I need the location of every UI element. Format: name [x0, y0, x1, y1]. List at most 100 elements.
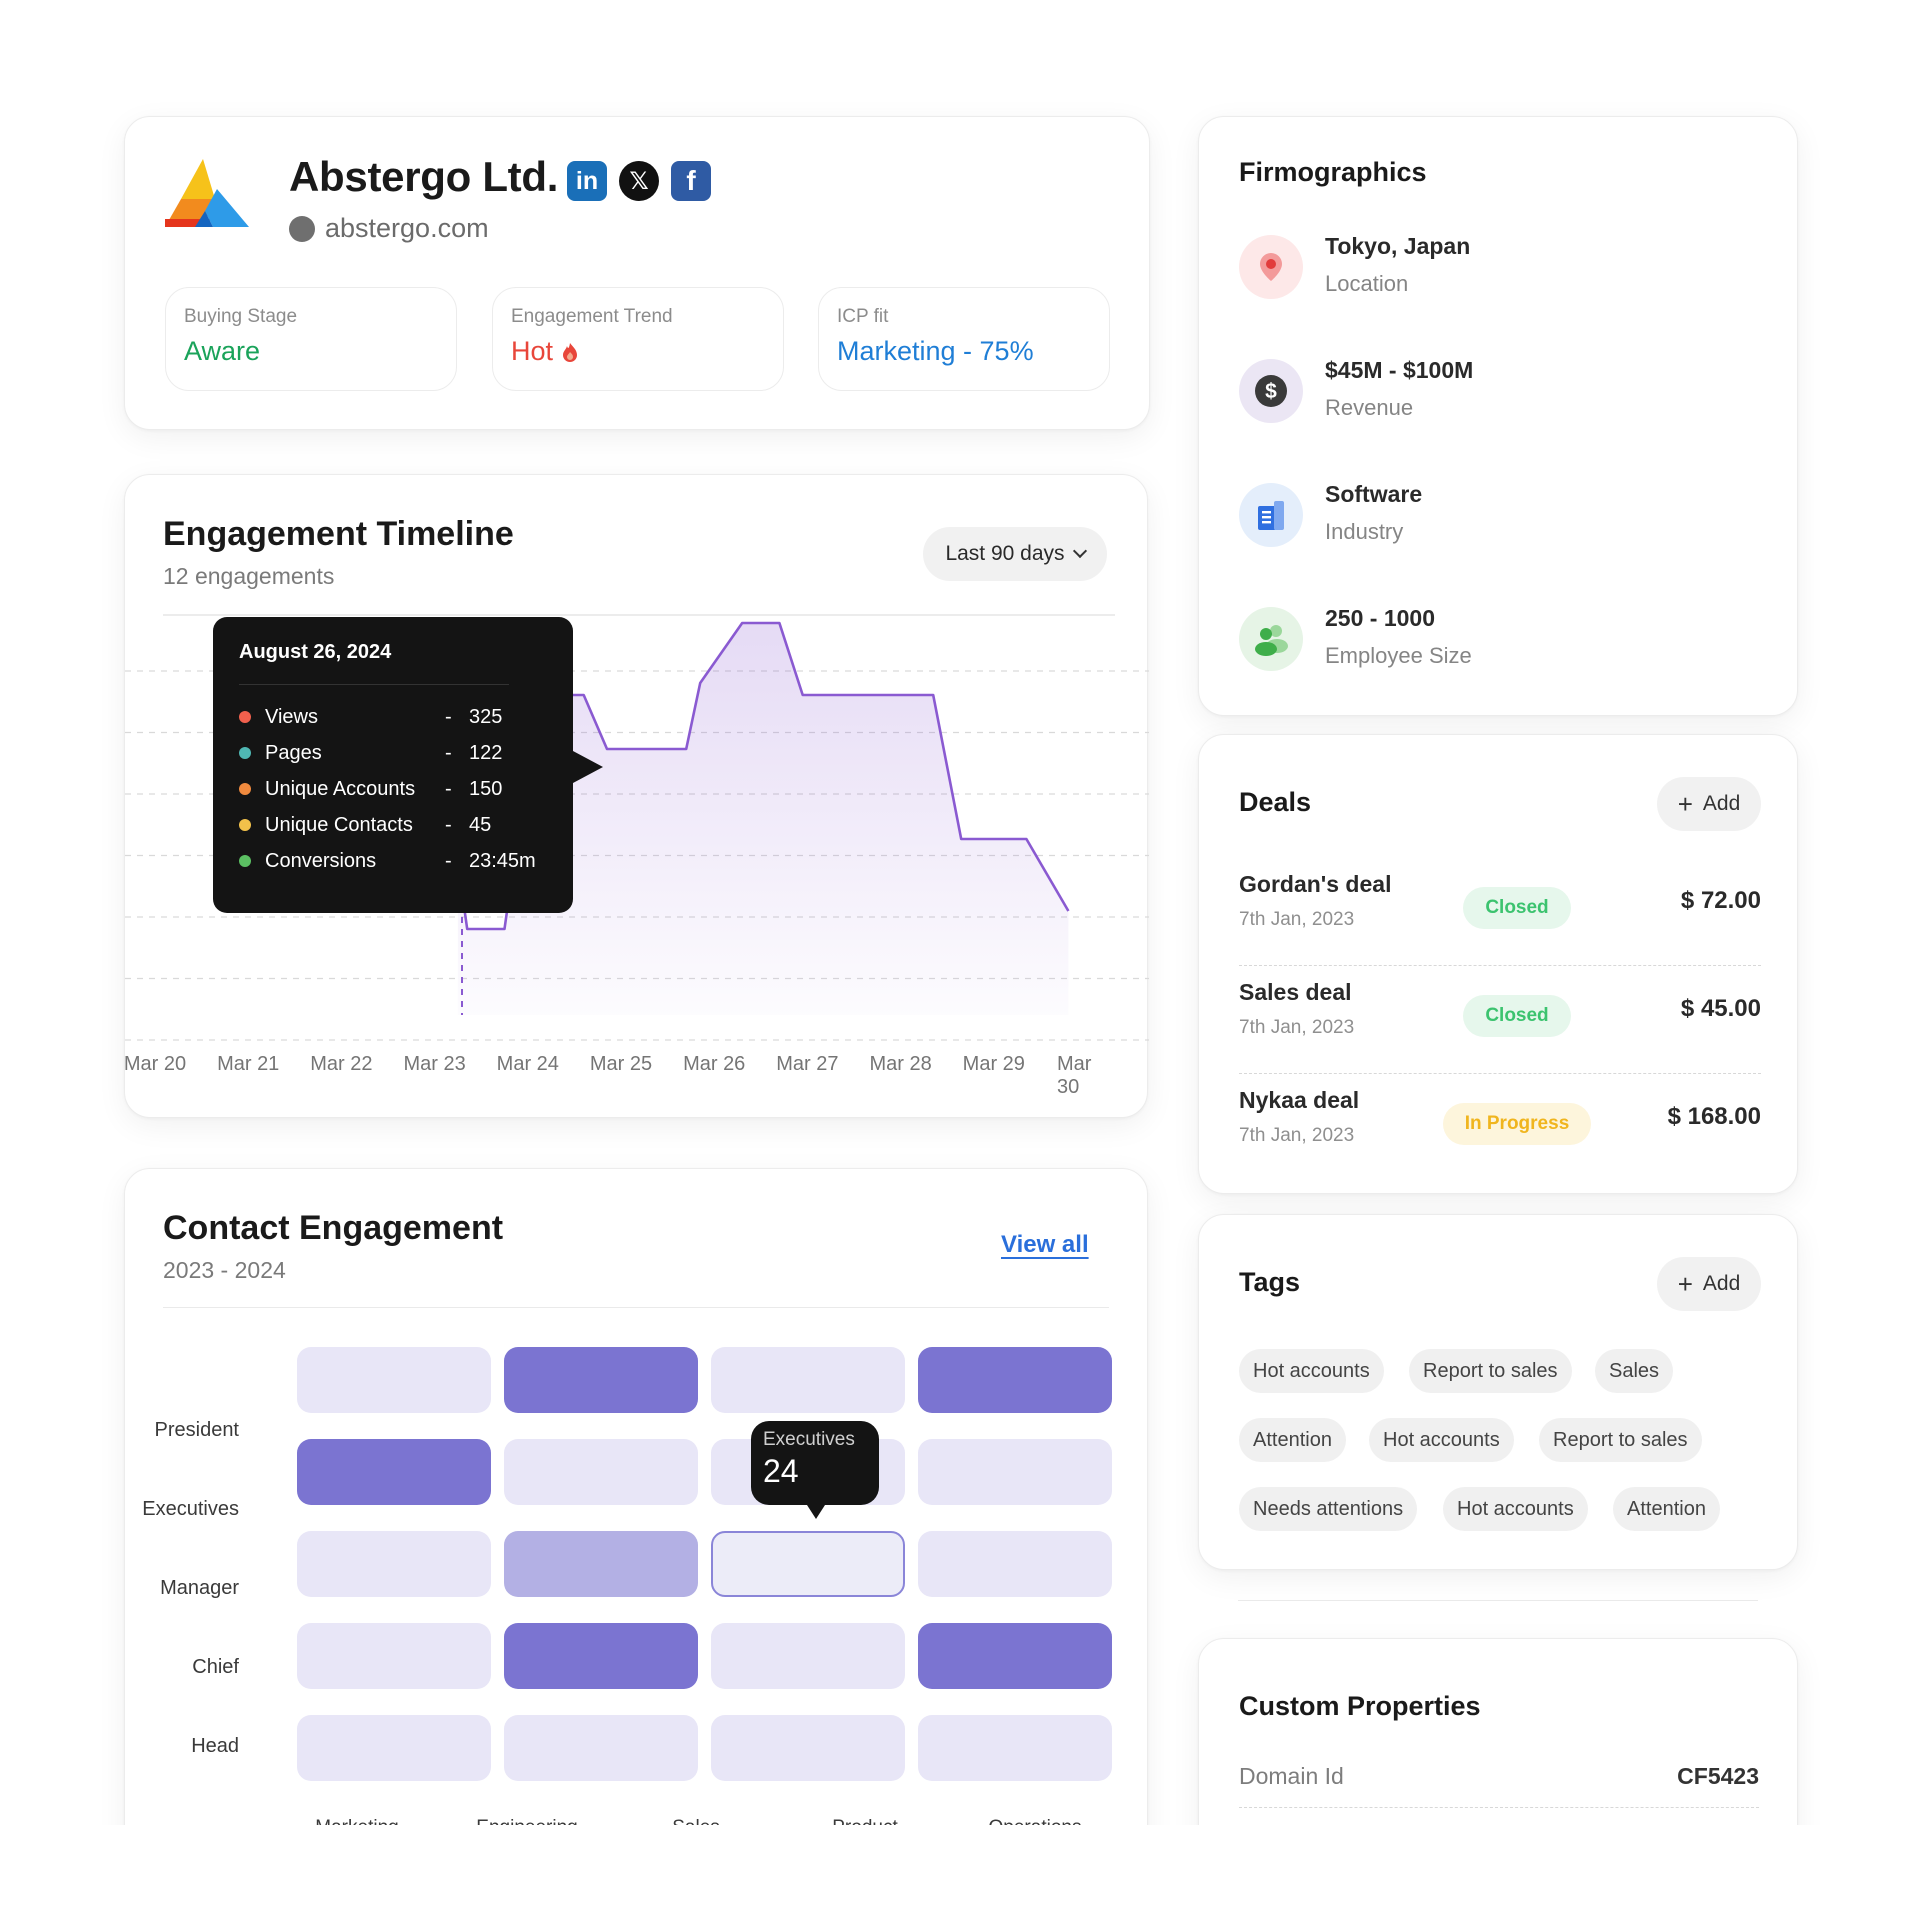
- heatmap-cell[interactable]: [918, 1715, 1112, 1781]
- deal-row[interactable]: Gordan's deal 7th Jan, 2023 Closed $ 72.…: [1239, 871, 1761, 979]
- icp-fit-box: ICP fit Marketing - 75%: [818, 287, 1110, 391]
- dollar-icon: $: [1239, 359, 1303, 423]
- firmographics-title: Firmographics: [1239, 157, 1427, 187]
- tooltip-value: 122: [469, 741, 503, 764]
- add-deal-button[interactable]: + Add: [1657, 777, 1761, 831]
- heatmap-cell[interactable]: [918, 1347, 1112, 1413]
- tag-chip[interactable]: Report to sales: [1409, 1349, 1572, 1393]
- firmo-label: Location: [1325, 271, 1409, 296]
- tooltip-metric: Unique Contacts: [265, 813, 413, 836]
- deal-amount: $ 168.00: [1667, 1103, 1761, 1130]
- status-badge: Closed: [1463, 995, 1571, 1037]
- add-label: Add: [1702, 1272, 1741, 1295]
- plus-icon: +: [1677, 1269, 1693, 1299]
- tooltip-divider: [239, 684, 509, 685]
- tag-chip[interactable]: Attention: [1613, 1487, 1720, 1531]
- company-name: Abstergo Ltd.: [289, 153, 559, 200]
- heatmap-cell[interactable]: [504, 1623, 698, 1689]
- company-domain-row[interactable]: abstergo.com: [289, 213, 489, 244]
- heatmap-cell[interactable]: [504, 1715, 698, 1781]
- company-domain: abstergo.com: [325, 213, 489, 243]
- col-label-operations: Operations: [989, 1817, 1082, 1825]
- deal-row[interactable]: Sales deal 7th Jan, 2023 Closed $ 45.00: [1239, 979, 1761, 1087]
- x-icon[interactable]: 𝕏: [619, 161, 659, 201]
- fire-icon: [563, 342, 578, 362]
- row-label-chief: Chief: [192, 1656, 239, 1678]
- tooltip-metric: Conversions: [265, 849, 377, 872]
- heatmap-cell[interactable]: [297, 1623, 491, 1689]
- firmo-industry: Software Industry: [1239, 481, 1759, 551]
- add-label: Add: [1702, 792, 1741, 815]
- timeline-title: Engagement Timeline: [163, 515, 514, 553]
- deal-amount: $ 72.00: [1680, 887, 1761, 914]
- deals-card: Deals + Add Gordan's deal 7th Jan, 2023 …: [1198, 734, 1798, 1194]
- custom-properties-card: Custom Properties Domain Id CF5423: [1198, 1638, 1798, 1825]
- tag-chip[interactable]: Hot accounts: [1369, 1418, 1514, 1462]
- facebook-icon[interactable]: f: [671, 161, 711, 201]
- x-tick-label: Mar 23: [403, 1053, 466, 1075]
- tag-chip[interactable]: Sales: [1595, 1349, 1674, 1393]
- heatmap-cell[interactable]: [297, 1347, 491, 1413]
- date-range-dropdown[interactable]: Last 90 days: [923, 527, 1107, 581]
- heatmap-tooltip-label: Executives: [763, 1429, 855, 1450]
- heatmap-cell[interactable]: [918, 1531, 1112, 1597]
- buying-stage-box: Buying Stage Aware: [165, 287, 457, 391]
- stat-label: ICP fit: [837, 306, 889, 327]
- tooltip-metric: Unique Accounts: [265, 777, 416, 800]
- firmo-value: Software: [1325, 481, 1423, 507]
- add-tag-button[interactable]: + Add: [1657, 1257, 1761, 1311]
- heatmap-cell[interactable]: [711, 1623, 905, 1689]
- stat-label: Buying Stage: [184, 306, 298, 327]
- tag-chip[interactable]: Hot accounts: [1239, 1349, 1384, 1393]
- timeline-subtitle: 12 engagements: [163, 563, 335, 589]
- x-tick-label: Mar 30: [1057, 1053, 1092, 1098]
- heatmap-cell[interactable]: [711, 1715, 905, 1781]
- svg-text:$: $: [1265, 380, 1277, 403]
- col-label-product: Product: [832, 1817, 897, 1825]
- deals-title: Deals: [1239, 787, 1312, 817]
- tag-chip[interactable]: Needs attentions: [1239, 1487, 1418, 1531]
- heatmap-cell[interactable]: [711, 1531, 905, 1597]
- x-tick-label: Mar 29: [962, 1053, 1025, 1075]
- status-badge: Closed: [1463, 887, 1571, 929]
- tooltip-value: 325: [469, 705, 503, 728]
- legend-dot: [239, 711, 251, 723]
- property-value[interactable]: CF5423: [1677, 1763, 1759, 1789]
- heatmap-cell[interactable]: [297, 1531, 491, 1597]
- tooltip-row: Conversions - 23:45m: [239, 843, 547, 879]
- heatmap-cell[interactable]: [297, 1715, 491, 1781]
- deal-row[interactable]: Nykaa deal 7th Jan, 2023 In Progress $ 1…: [1239, 1087, 1761, 1195]
- heatmap-cell[interactable]: [504, 1531, 698, 1597]
- section-divider: [1238, 1600, 1758, 1601]
- row-label-manager: Manager: [160, 1577, 239, 1599]
- heatmap-cell[interactable]: [504, 1347, 698, 1413]
- tooltip-row: Unique Accounts - 150: [239, 771, 547, 807]
- row-label-head: Head: [191, 1735, 239, 1757]
- contact-engagement-title: Contact Engagement: [163, 1209, 504, 1247]
- tags-card: Tags + Add Hot accounts Report to sales …: [1198, 1214, 1798, 1570]
- engagement-trend-box: Engagement Trend Hot: [492, 287, 784, 391]
- tooltip-value: 23:45m: [469, 849, 536, 872]
- tag-chip[interactable]: Report to sales: [1539, 1418, 1702, 1462]
- view-all-link[interactable]: View all: [1001, 1231, 1089, 1258]
- x-tick-label: Mar 27: [776, 1053, 839, 1075]
- heatmap-cell[interactable]: [297, 1439, 491, 1505]
- tag-chip[interactable]: Attention: [1239, 1418, 1346, 1462]
- x-tick-label: Mar 21: [217, 1053, 280, 1075]
- heatmap-cell[interactable]: [504, 1439, 698, 1505]
- legend-dot: [239, 819, 251, 831]
- col-label-sales: Sales: [672, 1817, 720, 1825]
- stat-value: Marketing - 75%: [837, 336, 1034, 366]
- tooltip-dash: -: [445, 849, 452, 872]
- firmo-label: Employee Size: [1325, 643, 1472, 668]
- heatmap-cell[interactable]: [918, 1439, 1112, 1505]
- firmo-value: $45M - $100M: [1325, 357, 1474, 383]
- row-divider: [1239, 1807, 1759, 1808]
- contact-engagement-card: Contact Engagement 2023 - 2024 View all …: [124, 1168, 1148, 1825]
- heatmap-cell[interactable]: [711, 1347, 905, 1413]
- chart-tooltip: August 26, 2024 Views - 325 Pages - 122 …: [213, 617, 603, 913]
- deal-amount: $ 45.00: [1680, 995, 1761, 1022]
- linkedin-icon[interactable]: in: [567, 161, 607, 201]
- heatmap-cell[interactable]: [918, 1623, 1112, 1689]
- tag-chip[interactable]: Hot accounts: [1443, 1487, 1588, 1531]
